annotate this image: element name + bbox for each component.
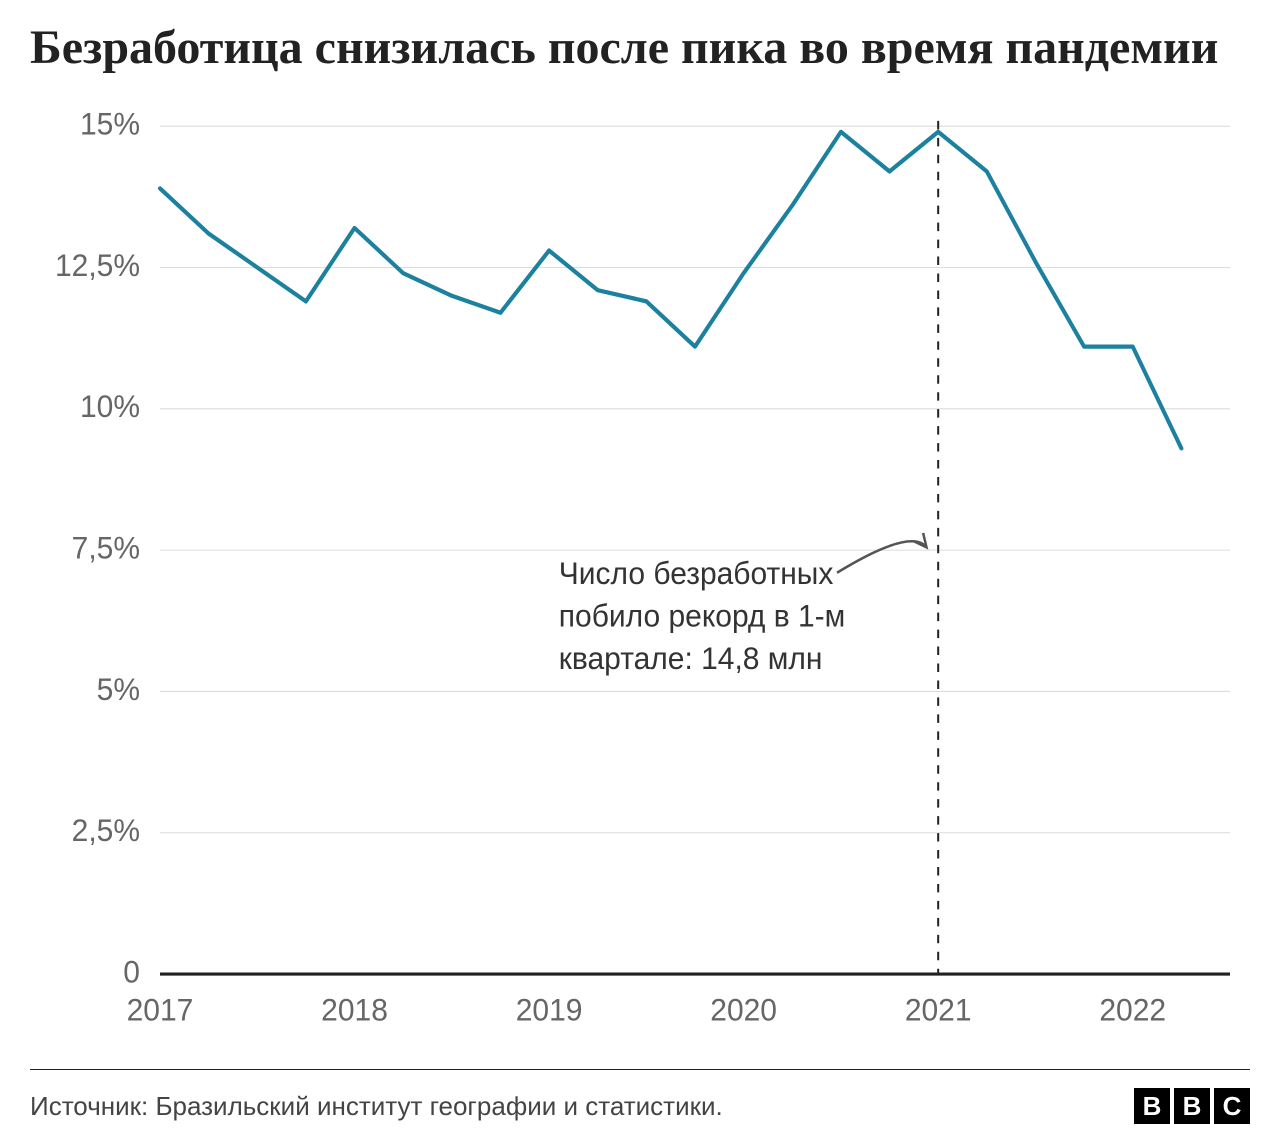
chart-footer: Источник: Бразильский институт географии… [30, 1069, 1250, 1144]
annotation-arrowhead [914, 533, 927, 547]
y-tick-label: 10% [80, 389, 140, 425]
chart-container: Безработица снизилась после пика во врем… [0, 0, 1280, 1144]
annotation-text: Число безработных [559, 555, 834, 591]
chart-title: Безработица снизилась после пика во врем… [30, 20, 1250, 75]
x-tick-label: 2017 [127, 992, 194, 1028]
logo-letter: B [1174, 1088, 1210, 1124]
annotation-text: квартале: 14,8 млн [559, 640, 823, 676]
line-chart: 0 2,5% 5% 7,5% 10% 12,5% 15% 2017 2018 2019 2020 20… [30, 105, 1250, 1059]
logo-letter: C [1214, 1088, 1250, 1124]
logo-letter: B [1134, 1088, 1170, 1124]
x-tick-label: 2018 [321, 992, 388, 1028]
annotation-text: побило рекорд в 1-м [559, 598, 845, 634]
data-line [160, 132, 1181, 449]
x-tick-label: 2022 [1099, 992, 1166, 1028]
annotation-arrow [837, 541, 926, 572]
x-tick-label: 2020 [710, 992, 777, 1028]
x-tick-label: 2021 [905, 992, 972, 1028]
y-tick-label: 5% [97, 671, 140, 707]
y-tick-label: 2,5% [72, 813, 140, 849]
bbc-logo: B B C [1134, 1088, 1250, 1124]
chart-area: 0 2,5% 5% 7,5% 10% 12,5% 15% 2017 2018 2019 2020 20… [30, 105, 1250, 1059]
x-tick-label: 2019 [516, 992, 583, 1028]
y-tick-label: 15% [80, 106, 140, 142]
source-text: Источник: Бразильский институт географии… [30, 1091, 723, 1122]
y-tick-label: 0 [123, 954, 140, 990]
y-tick-label: 12,5% [55, 247, 140, 283]
y-tick-label: 7,5% [72, 530, 140, 566]
